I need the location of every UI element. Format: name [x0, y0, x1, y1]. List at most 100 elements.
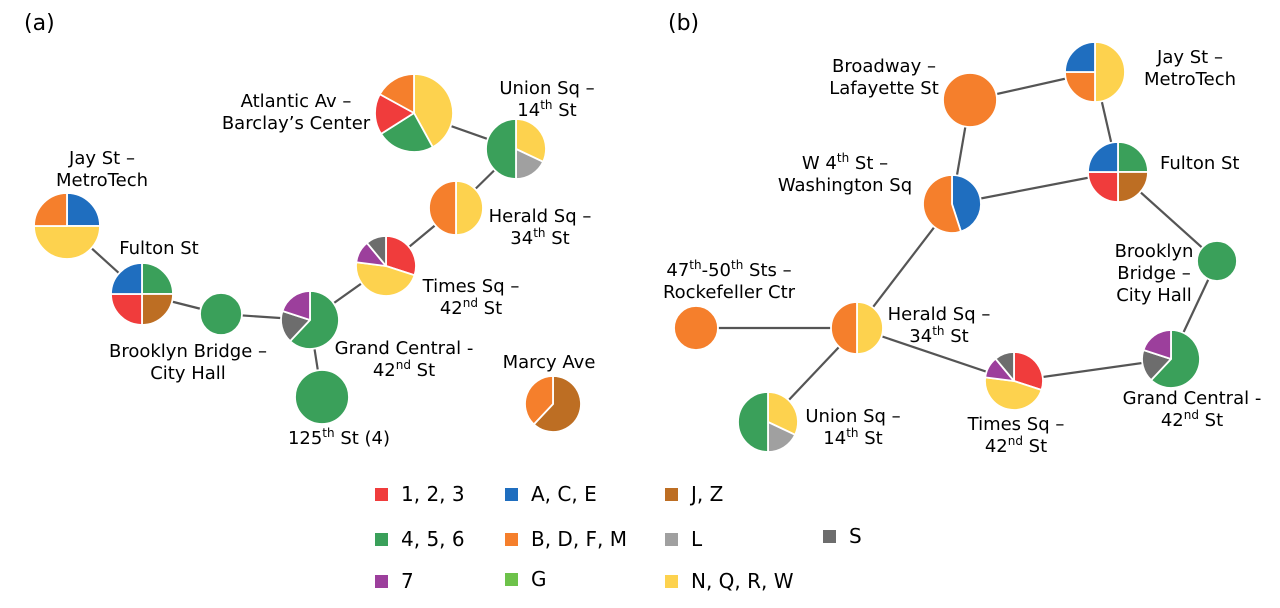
pie-slice-green [737, 391, 769, 453]
pie-slice-green [289, 290, 340, 350]
pie-slice-purple [281, 290, 311, 321]
legend-label: 1, 2, 3 [401, 482, 465, 506]
panel-b-label-gc: Grand Central -42nd St [1123, 388, 1262, 431]
panel-a-station-atl [374, 73, 454, 153]
legend-swatch [505, 573, 518, 586]
pie-slice-yellow [355, 261, 416, 297]
pie-slice-orange [524, 375, 554, 426]
pie-slice-orange [673, 305, 719, 351]
pie-slice-orange [378, 73, 415, 114]
pie-slice-dgray [994, 351, 1015, 382]
pie-slice-yellow [767, 391, 799, 436]
pie-slice-green [485, 118, 517, 180]
pie-slice-yellow [455, 180, 484, 236]
pie-slice-green [1117, 141, 1149, 173]
panel-b-station-us [737, 391, 799, 453]
labels-layer: (a) Jay St – MetroTech Fulton St Brooklyn Br… [24, 11, 1261, 457]
panel-b-station-bbch [1196, 240, 1238, 282]
legend-swatch [505, 533, 518, 546]
pie-slice-purple [1142, 329, 1172, 360]
panel-b-station-gc [1141, 329, 1201, 389]
legend-swatch [505, 488, 518, 501]
pie-slice-yellow [1094, 41, 1126, 103]
legend-item-5: L [665, 527, 703, 551]
legend-label: 7 [401, 569, 414, 593]
panel-a-station-gc [280, 290, 340, 350]
panel-b-label-bl: Broadway – Lafayette St [829, 56, 939, 99]
legend-item-2: J, Z [665, 482, 723, 506]
panel-a-label-s125: 125th St (4) [288, 426, 390, 449]
panel-a-label-bbch: Brooklyn Bridge – City Hall [109, 341, 267, 384]
panel-b-label-hs: Herald Sq –34th St [888, 304, 991, 347]
panel-a-label-gc: Grand Central -42nd St [335, 338, 474, 381]
panel-a-station-jay [33, 192, 101, 260]
pie-slice-blue [1064, 41, 1096, 73]
pie-slice-orange [942, 72, 998, 128]
pie-slice-blue [66, 192, 101, 227]
legend-label: L [691, 527, 703, 551]
panel-a-station-ts [355, 235, 417, 297]
panel-b-station-rock [673, 305, 719, 351]
panel-b-label-w4: W 4th St – Washington Sq [778, 151, 912, 196]
panel-b-station-ts [984, 351, 1044, 411]
legend-swatch [665, 533, 678, 546]
panel-b-station-hs [830, 301, 884, 355]
legend-label: J, Z [689, 482, 723, 506]
legend-item-6: S [823, 524, 862, 548]
legend-label: A, C, E [531, 482, 597, 506]
pie-slice-green [1196, 240, 1238, 282]
panel-b-label-jay: Jay St – MetroTech [1144, 47, 1236, 90]
panel-b-station-w4 [922, 174, 982, 234]
pie-slice-orange [1064, 71, 1096, 103]
panel-a-tag: (a) [24, 11, 55, 36]
panel-b-label-us: Union Sq –14th St [805, 406, 900, 449]
legend-label: G [531, 567, 547, 591]
pie-slice-blue [110, 262, 143, 295]
panel-b-label-fulton: Fulton St [1160, 153, 1239, 174]
panel-b-station-fulton [1087, 141, 1149, 203]
legend-item-3: 4, 5, 6 [375, 527, 465, 551]
panel-a-station-bbch [199, 292, 243, 336]
pie-slice-dgray [365, 235, 387, 267]
pie-slice-brown [1117, 171, 1149, 203]
panel-a-label-jay: Jay St – MetroTech [56, 148, 148, 191]
pie-slice-orange [830, 301, 858, 355]
pie-slice-brown [532, 375, 582, 433]
legend-item-0: 1, 2, 3 [375, 482, 465, 506]
legend-swatch [665, 575, 678, 588]
legend: 1, 2, 3 A, C, E J, Z 4, 5, 6 B, D, F, M L S 7 G N… [375, 482, 862, 593]
pie-slice-yellow [984, 376, 1043, 411]
pie-slice-orange [922, 174, 962, 234]
pie-slice-green [294, 369, 350, 425]
pie-slice-yellow [33, 225, 101, 260]
panel-a-label-atl: Atlantic Av – Barclay’s Center [222, 91, 371, 134]
legend-label: 4, 5, 6 [401, 527, 465, 551]
pie-slice-orange [33, 192, 68, 227]
pie-slice-blue [1087, 141, 1119, 173]
pie-slice-yellow [856, 301, 884, 355]
legend-swatch [375, 488, 388, 501]
pie-slice-orange [428, 180, 457, 236]
pie-slice-green [141, 262, 174, 295]
panel-a-label-us: Union Sq –14th St [499, 78, 594, 121]
panel-b-station-jay [1064, 41, 1126, 103]
panel-a-station-us [485, 118, 547, 180]
pie-slice-red [110, 293, 143, 326]
legend-item-4: B, D, F, M [505, 527, 627, 551]
pie-slice-brown [141, 293, 174, 326]
legend-item-7: 7 [375, 569, 414, 593]
legend-swatch [375, 533, 388, 546]
legend-item-8: G [505, 567, 547, 591]
pie-slice-blue [951, 174, 982, 233]
panel-a-station-hs [428, 180, 484, 236]
legend-swatch [375, 575, 388, 588]
pie-slice-yellow [515, 118, 547, 163]
legend-label: B, D, F, M [531, 527, 627, 551]
panel-a-station-marcy [524, 375, 582, 433]
pie-slice-green [380, 112, 434, 153]
panel-b-tag: (b) [668, 11, 699, 36]
pie-slice-red [1087, 171, 1119, 203]
legend-item-1: A, C, E [505, 482, 597, 506]
panel-a-label-marcy: Marcy Ave [503, 352, 596, 373]
panel-a-station-s125 [294, 369, 350, 425]
